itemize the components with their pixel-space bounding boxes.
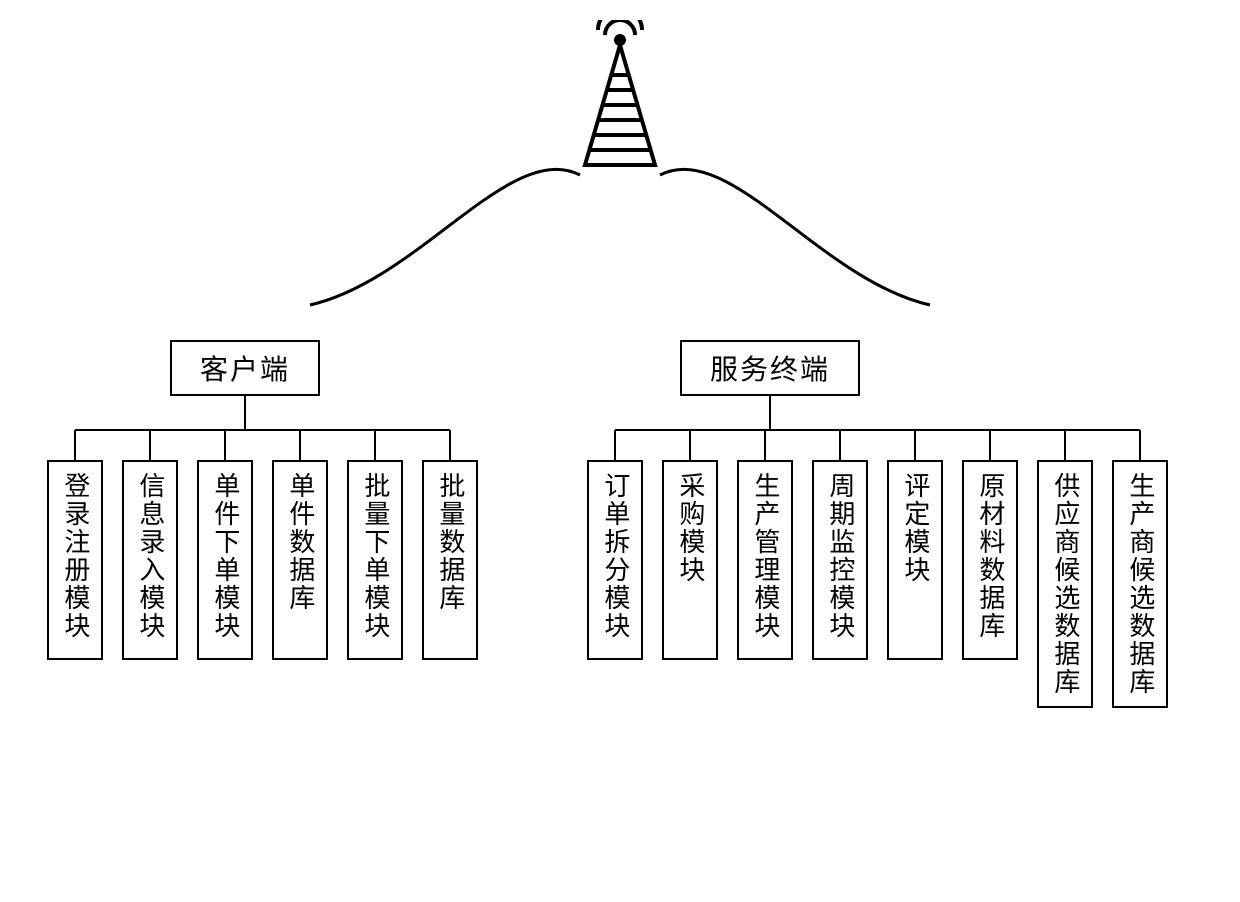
server-box: 服务终端 [680,340,860,396]
client-leaf: 批量数据库 [422,460,478,660]
client-leaf: 单件下单模块 [197,460,253,660]
server-leaf: 采购模块 [662,460,718,660]
server-leaf: 周期监控模块 [812,460,868,660]
server-leaf: 生产管理模块 [737,460,793,660]
server-leaf: 订单拆分模块 [587,460,643,660]
server-leaf: 原材料数据库 [962,460,1018,660]
client-box: 客户端 [170,340,320,396]
server-leaf: 生产商候选数据库 [1112,460,1168,708]
server-leaf: 供应商候选数据库 [1037,460,1093,708]
client-leaf: 批量下单模块 [347,460,403,660]
antenna-icon [570,20,670,170]
client-leaf: 单件数据库 [272,460,328,660]
client-leaf: 登录注册模块 [47,460,103,660]
server-leaf: 评定模块 [887,460,943,660]
client-leaf: 信息录入模块 [122,460,178,660]
diagram-canvas: 客户端 服务终端 登录注册模块信息录入模块单件下单模块单件数据库批量下单模块批量… [0,0,1240,902]
server-label: 服务终端 [710,348,830,388]
client-label: 客户端 [200,348,290,388]
